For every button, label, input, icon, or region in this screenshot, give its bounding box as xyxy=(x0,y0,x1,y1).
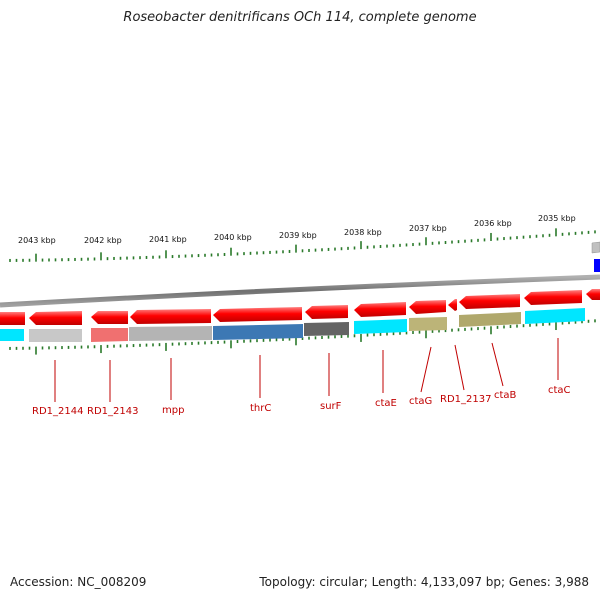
scale-label-2036: 2036 kbp xyxy=(474,219,512,228)
gene-block-thrC xyxy=(213,324,303,340)
forward-strand-arrows xyxy=(0,289,600,325)
gene-arrow xyxy=(524,290,582,305)
genome-summary-text: Topology: circular; Length: 4,133,097 bp… xyxy=(259,575,589,589)
gene-block-surF xyxy=(304,322,349,336)
scale-label-2039: 2039 kbp xyxy=(279,231,317,240)
scale-labels: 2043 kbp 2042 kbp 2041 kbp 2040 kbp 2039… xyxy=(18,214,576,245)
gene-arrow xyxy=(130,309,211,324)
gene-block-rd1-2143 xyxy=(91,328,128,342)
gene-arrow xyxy=(354,302,406,317)
accession-text: Accession: NC_008209 xyxy=(10,575,147,589)
gene-arrow xyxy=(448,299,457,311)
gene-block-ctaC xyxy=(525,308,585,324)
gene-block-rd1-2144 xyxy=(29,329,82,342)
gene-label-rd1-2144: RD1_2144 xyxy=(32,406,83,417)
gene-labels: RD1_2144 RD1_2143 mpp thrC surF ctaE cta… xyxy=(32,385,571,417)
edge-blue-feature xyxy=(594,259,600,272)
gene-blocks xyxy=(0,308,585,342)
gene-arrow xyxy=(409,300,446,314)
scale-label-2038: 2038 kbp xyxy=(344,228,382,237)
scale-label-2041: 2041 kbp xyxy=(149,235,187,244)
gene-arrow xyxy=(305,305,348,319)
gene-label-surF: surF xyxy=(320,401,342,412)
gene-label-rd1-2137: RD1_2137 xyxy=(440,394,491,405)
map-title: Roseobacter denitrificans OCh 114, compl… xyxy=(123,10,477,25)
scale-label-2035: 2035 kbp xyxy=(538,214,576,223)
gene-block-ctaB xyxy=(459,312,521,327)
gene-label-ctaG: ctaG xyxy=(409,396,432,407)
gene-label-mpp: mpp xyxy=(162,405,184,416)
scale-ticks xyxy=(9,228,596,355)
gene-arrow xyxy=(213,307,302,322)
gene-arrow xyxy=(29,311,82,325)
gene-label-rd1-2143: RD1_2143 xyxy=(87,406,138,417)
gene-label-lines xyxy=(54,338,559,402)
gene-label-ctaE: ctaE xyxy=(375,398,397,409)
gene-label-thrC: thrC xyxy=(250,403,271,414)
scale-label-2037: 2037 kbp xyxy=(409,224,447,233)
gene-block-ctaE xyxy=(354,319,407,334)
gene-arrow xyxy=(586,289,600,300)
gene-arrow xyxy=(459,294,520,309)
scale-label-2042: 2042 kbp xyxy=(84,236,122,245)
gene-label-ctaC: ctaC xyxy=(548,385,571,396)
scale-label-2040: 2040 kbp xyxy=(214,233,252,242)
gene-arrow xyxy=(91,311,128,324)
gene-block-ctaG xyxy=(409,317,447,331)
backbone xyxy=(0,274,600,308)
gene-arrow xyxy=(0,312,25,325)
gene-block-mpp xyxy=(129,326,212,341)
gene-label-ctaB: ctaB xyxy=(494,390,517,401)
gene-block-cyan-edge xyxy=(0,329,24,341)
scale-label-2043: 2043 kbp xyxy=(18,236,56,245)
outer-backbone-stub xyxy=(591,241,600,254)
